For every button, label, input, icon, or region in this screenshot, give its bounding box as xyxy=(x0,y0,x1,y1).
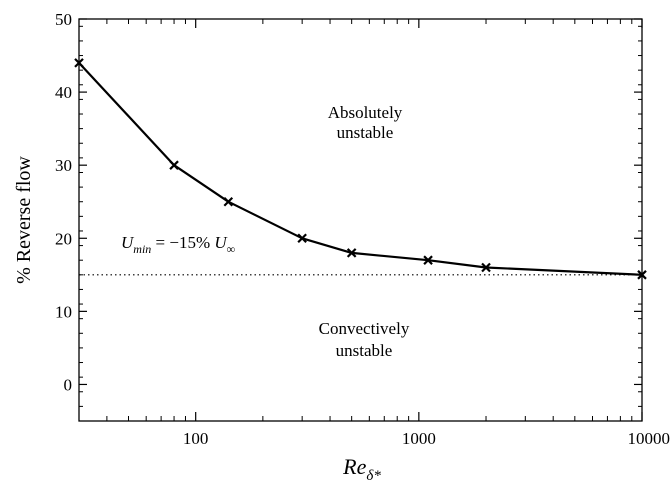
data-point-stroke xyxy=(169,160,179,170)
x-tick-labels: 100 1000 10000 xyxy=(183,429,670,448)
series-line xyxy=(78,62,643,276)
y-tick-label: 50 xyxy=(55,10,72,29)
region-label-absolutely-unstable: unstable xyxy=(337,123,394,142)
data-point xyxy=(481,262,491,273)
data-point xyxy=(637,270,647,280)
y-tick-label: 20 xyxy=(55,229,72,248)
data-point-stroke xyxy=(223,196,234,207)
data-point xyxy=(74,58,84,68)
data-point-stroke xyxy=(74,58,84,68)
plot-frame xyxy=(78,18,643,422)
y-tick-label: 10 xyxy=(55,302,72,321)
series-markers xyxy=(74,58,647,280)
major-ticks xyxy=(79,18,643,421)
y-tick-label: 0 xyxy=(64,375,73,394)
threshold-label-u2: U xyxy=(214,233,228,252)
data-point xyxy=(223,196,234,207)
data-point-stroke xyxy=(637,270,647,280)
x-tick-label: 1000 xyxy=(402,429,436,448)
y-axis-title: % Reverse flow xyxy=(13,156,35,284)
threshold-label: Umin = −15% U∞ xyxy=(121,233,235,256)
data-point-stroke xyxy=(346,248,357,258)
minor-ticks xyxy=(78,19,642,422)
region-label-convectively: Convectively xyxy=(319,319,410,338)
x-axis-title-base: Re xyxy=(342,454,366,479)
x-axis-title-sub: δ* xyxy=(366,468,381,484)
region-label-absolutely: Absolutely xyxy=(328,103,403,122)
data-point xyxy=(423,255,433,265)
data-point-stroke xyxy=(423,255,433,265)
threshold-label-u: U xyxy=(121,233,135,252)
y-tick-label: 40 xyxy=(55,83,72,102)
data-point xyxy=(169,160,179,170)
x-tick-label: 100 xyxy=(183,429,209,448)
y-tick-labels: 0 10 20 30 40 50 xyxy=(55,10,72,394)
data-point xyxy=(346,248,357,258)
data-point xyxy=(297,233,307,244)
data-point-stroke xyxy=(481,262,491,273)
threshold-label-inf: ∞ xyxy=(227,242,236,256)
threshold-label-mid: = −15% xyxy=(151,233,214,252)
data-point-stroke xyxy=(297,233,307,244)
threshold-label-min: min xyxy=(133,242,151,256)
x-tick-label: 10000 xyxy=(628,429,670,448)
region-label-convectively-unstable: unstable xyxy=(336,341,393,360)
x-axis-title: Reδ* xyxy=(342,454,381,484)
y-tick-label: 30 xyxy=(55,156,72,175)
